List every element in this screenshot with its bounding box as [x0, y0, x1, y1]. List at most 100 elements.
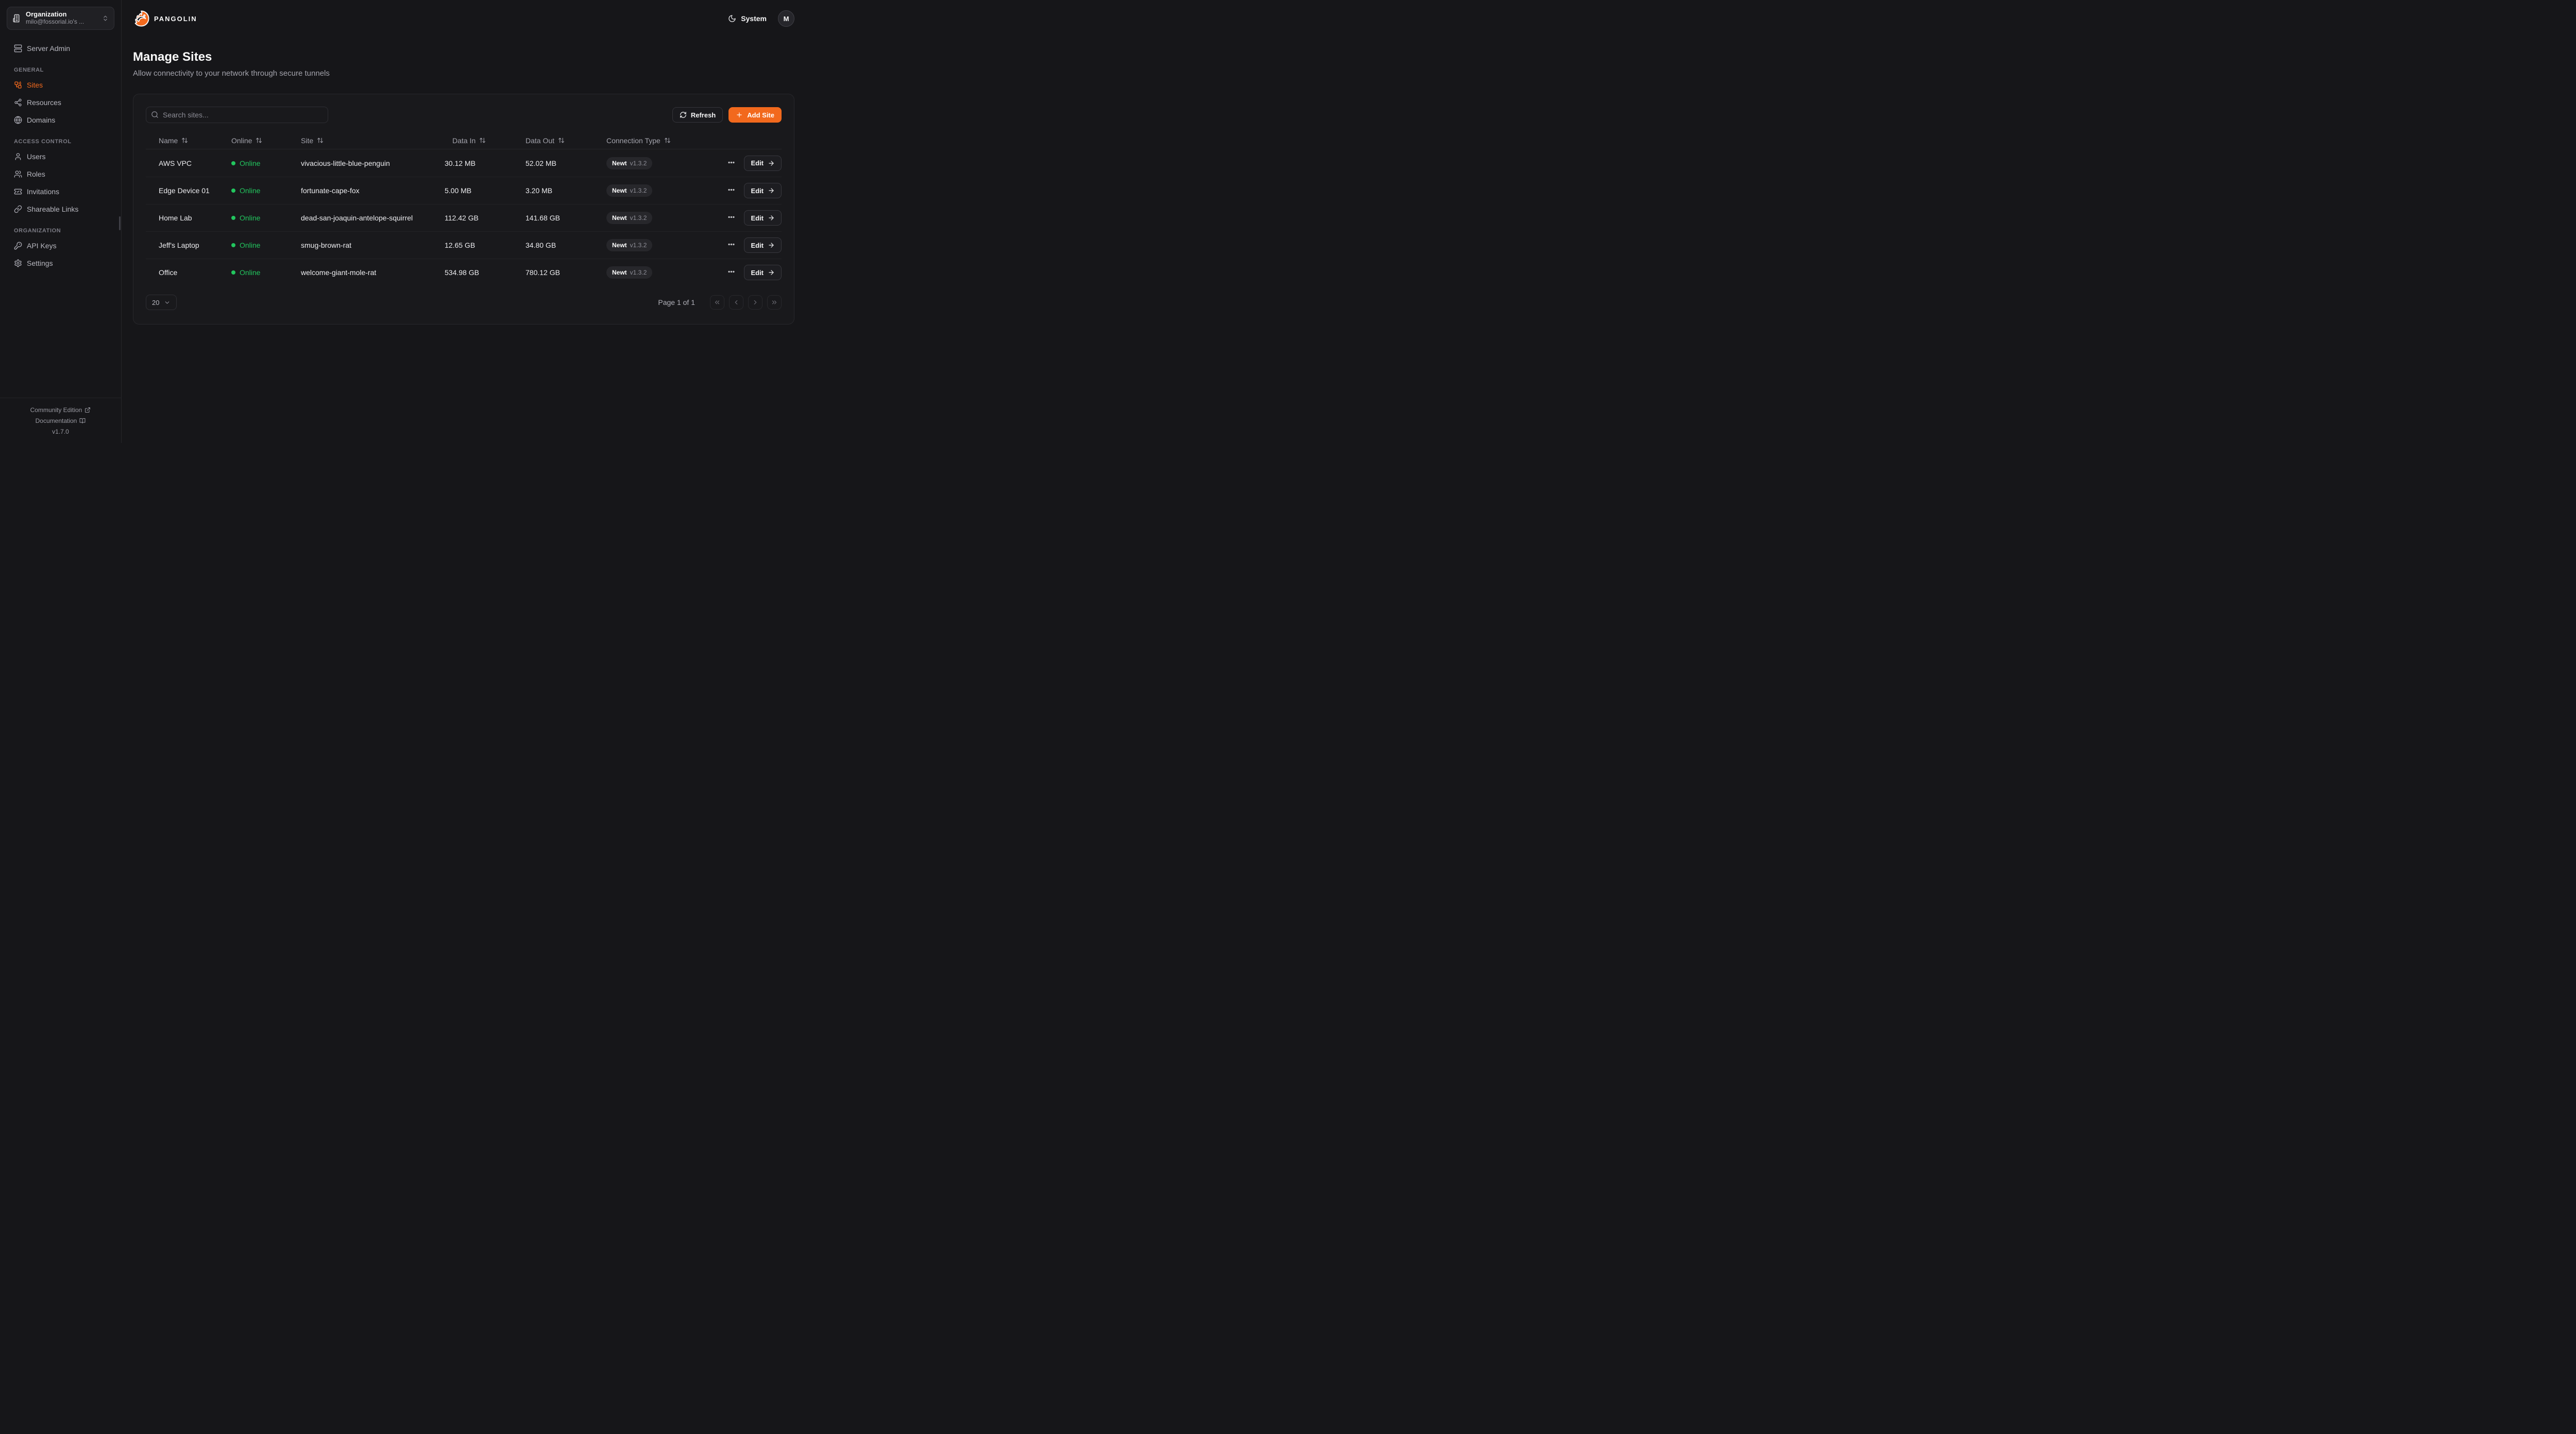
sites-toolbar: Refresh Add Site: [146, 107, 782, 123]
edit-button[interactable]: Edit: [744, 237, 782, 253]
sidebar-item-server-admin[interactable]: Server Admin: [8, 41, 113, 56]
sidebar-item-api-keys[interactable]: API Keys: [8, 238, 113, 253]
row-menu-button[interactable]: [726, 185, 736, 196]
sidebar-item-settings[interactable]: Settings: [8, 256, 113, 270]
site-name: Home Lab: [159, 214, 192, 222]
edit-button[interactable]: Edit: [744, 183, 782, 198]
section-label-general: GENERAL: [14, 67, 44, 73]
site-id: welcome-giant-mole-rat: [301, 268, 377, 277]
sidebar-item-users[interactable]: Users: [8, 149, 113, 164]
sidebar-item-label: Invitations: [27, 187, 60, 196]
topbar: PANGOLIN System M: [133, 0, 794, 37]
connection-type-badge: Newt v1.3.2: [606, 157, 653, 169]
brand-name: PANGOLIN: [154, 14, 197, 23]
data-in: 112.42 GB: [445, 214, 479, 222]
add-site-button[interactable]: Add Site: [728, 107, 782, 123]
data-out: 52.02 MB: [526, 159, 556, 167]
column-header-name[interactable]: Name: [146, 136, 231, 145]
last-page-button[interactable]: [767, 295, 782, 310]
sidebar-item-label: Server Admin: [27, 44, 71, 53]
prev-page-button[interactable]: [729, 295, 743, 310]
sidebar-item-label: Sites: [27, 81, 43, 89]
status-badge: Online: [231, 186, 301, 195]
data-out: 34.80 GB: [526, 241, 556, 249]
column-header-site[interactable]: Site: [301, 136, 445, 145]
refresh-icon: [680, 111, 687, 118]
key-icon: [14, 242, 22, 250]
online-dot-icon: [231, 216, 235, 220]
site-name: Edge Device 01: [159, 186, 210, 195]
arrow-right-icon: [768, 269, 775, 276]
theme-toggle[interactable]: System: [728, 14, 767, 23]
site-name: Jeff's Laptop: [159, 241, 199, 249]
ellipsis-icon: [727, 268, 735, 276]
edit-button[interactable]: Edit: [744, 210, 782, 226]
sidebar-item-domains[interactable]: Domains: [8, 113, 113, 127]
ellipsis-icon: [727, 186, 735, 194]
search-icon: [151, 111, 159, 118]
online-dot-icon: [231, 189, 235, 193]
arrow-right-icon: [768, 242, 775, 249]
sidebar-item-resources[interactable]: Resources: [8, 95, 113, 110]
site-name: AWS VPC: [159, 159, 192, 167]
sort-icon: [558, 137, 565, 144]
sort-icon: [256, 137, 262, 144]
arrow-right-icon: [768, 160, 775, 167]
first-page-button[interactable]: [710, 295, 724, 310]
sidebar-item-label: Roles: [27, 170, 45, 178]
data-out: 3.20 MB: [526, 186, 553, 195]
pangolin-logo: [133, 10, 149, 27]
column-header-online[interactable]: Online: [231, 136, 301, 145]
edit-button[interactable]: Edit: [744, 155, 782, 171]
row-menu-button[interactable]: [726, 212, 736, 224]
site-id: dead-san-joaquin-antelope-squirrel: [301, 214, 413, 222]
sort-icon: [479, 137, 486, 144]
chevrons-right-icon: [771, 299, 778, 306]
documentation-link[interactable]: Documentation: [36, 417, 86, 424]
community-edition-link[interactable]: Community Edition: [30, 406, 91, 414]
row-menu-button[interactable]: [726, 158, 736, 169]
column-header-data-out[interactable]: Data Out: [526, 136, 606, 145]
connection-type-badge: Newt v1.3.2: [606, 266, 653, 279]
edit-button[interactable]: Edit: [744, 265, 782, 280]
row-menu-button[interactable]: [726, 240, 736, 251]
data-out: 141.68 GB: [526, 214, 560, 222]
connection-type-badge: Newt v1.3.2: [606, 212, 653, 224]
sidebar-item-shareable-links[interactable]: Shareable Links: [8, 202, 113, 216]
sidebar-item-label: Shareable Links: [27, 205, 79, 213]
data-out: 780.12 GB: [526, 268, 560, 277]
sidebar-item-sites[interactable]: Sites: [8, 78, 113, 92]
sidebar-item-label: Resources: [27, 98, 61, 107]
row-menu-button[interactable]: [726, 267, 736, 278]
external-link-icon: [84, 407, 91, 413]
status-badge: Online: [231, 214, 301, 222]
page-info: Page 1 of 1: [658, 298, 695, 306]
org-selector[interactable]: Organization milo@fossorial.io's ...: [7, 7, 114, 30]
chevrons-up-down-icon: [102, 15, 109, 22]
org-label: Organization: [26, 10, 67, 19]
ellipsis-icon: [727, 213, 735, 221]
table-row: Jeff's Laptop Online smug-brown-rat 12.6…: [146, 231, 782, 259]
column-header-connection-type[interactable]: Connection Type: [606, 136, 720, 145]
building-icon: [12, 14, 21, 23]
search-input[interactable]: [146, 107, 328, 123]
sidebar-item-label: Settings: [27, 259, 53, 267]
page-size-select[interactable]: 20: [146, 295, 177, 310]
sidebar-scrollbar[interactable]: [119, 216, 121, 230]
column-header-data-in[interactable]: Data In: [445, 136, 526, 145]
next-page-button[interactable]: [748, 295, 762, 310]
ticket-icon: [14, 187, 22, 196]
section-label-organization: ORGANIZATION: [14, 228, 61, 234]
sidebar-item-invitations[interactable]: Invitations: [8, 184, 113, 199]
site-id: vivacious-little-blue-penguin: [301, 159, 390, 167]
server-icon: [14, 44, 22, 53]
refresh-button[interactable]: Refresh: [672, 107, 723, 123]
table-footer: 20 Page 1 of 1: [146, 295, 782, 310]
sidebar-item-roles[interactable]: Roles: [8, 167, 113, 181]
sort-icon: [664, 137, 671, 144]
sites-icon: [14, 81, 22, 89]
status-badge: Online: [231, 241, 301, 249]
status-badge: Online: [231, 268, 301, 277]
avatar[interactable]: M: [778, 10, 794, 27]
data-in: 534.98 GB: [445, 268, 479, 277]
